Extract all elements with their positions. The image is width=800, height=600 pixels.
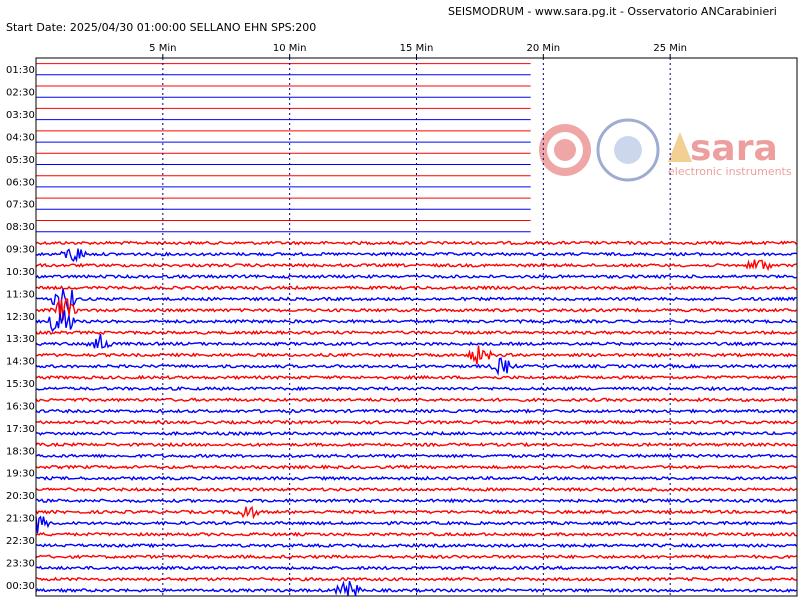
minute-tick-label: 15 Min	[400, 43, 434, 54]
hour-label: 03:30	[6, 110, 35, 121]
trace-row	[35, 565, 797, 571]
hour-label: 20:30	[6, 491, 35, 502]
hour-label: 10:30	[6, 267, 35, 278]
minute-tick-label: 25 Min	[653, 43, 687, 54]
hour-label: 08:30	[6, 222, 35, 233]
network-seal-icon	[596, 118, 660, 182]
hour-label: 09:30	[6, 245, 35, 256]
hour-label: 16:30	[6, 402, 35, 413]
watermark-brand: sara	[690, 128, 778, 169]
trace-row	[35, 580, 797, 596]
hour-label: 19:30	[6, 469, 35, 480]
trace-row	[35, 453, 797, 459]
hour-label: 00:30	[6, 581, 35, 592]
watermark: sara electronic instruments	[539, 118, 792, 182]
hour-label: 04:30	[6, 133, 35, 144]
minute-tick-label: 20 Min	[527, 43, 561, 54]
seal-logo-icon	[539, 124, 591, 176]
hour-label: 15:30	[6, 379, 35, 390]
hour-label: 07:30	[6, 200, 35, 211]
hour-label: 14:30	[6, 357, 35, 368]
trace-row	[35, 285, 797, 291]
trace-row	[35, 554, 797, 560]
hour-label: 13:30	[6, 334, 35, 345]
trace-row	[35, 333, 798, 349]
start-date-info: Start Date: 2025/04/30 01:00:00 SELLANO …	[6, 21, 317, 34]
axis-labels: 01:30 02:30 03:30 04:30 05:30 06:30 07:30 08:30…	[6, 65, 35, 592]
minute-tick-label: 5 Min	[149, 43, 176, 54]
chart-title: SEISMODRUM - www.sara.pg.it - Osservator…	[448, 5, 777, 18]
trace-row	[35, 310, 797, 333]
trace-row	[35, 505, 798, 520]
hour-label: 11:30	[6, 289, 35, 300]
trace-row	[35, 464, 797, 470]
hour-label: 23:30	[6, 558, 35, 569]
trace-row	[35, 408, 797, 414]
minute-gridlines: 5 Min 10 Min 15 Min 20 Min 25 Min	[149, 43, 687, 596]
hour-label: 05:30	[6, 155, 35, 166]
trace-row	[35, 273, 797, 280]
plot-frame	[35, 57, 798, 597]
hour-label: 18:30	[6, 446, 35, 457]
hour-label: 02:30	[6, 88, 35, 99]
trace-row	[35, 357, 797, 377]
hour-label: 06:30	[6, 177, 35, 188]
hour-label: 01:30	[6, 65, 35, 76]
hour-label: 21:30	[6, 514, 35, 525]
trace-row	[35, 329, 797, 336]
watermark-tagline: electronic instruments	[668, 165, 792, 178]
hour-label: 22:30	[6, 536, 35, 547]
hour-label: 12:30	[6, 312, 35, 323]
trace-row	[35, 298, 797, 321]
sara-logo-icon: sara electronic instruments	[668, 128, 792, 178]
minute-tick-label: 10 Min	[273, 43, 307, 54]
hour-label: 17:30	[6, 424, 35, 435]
